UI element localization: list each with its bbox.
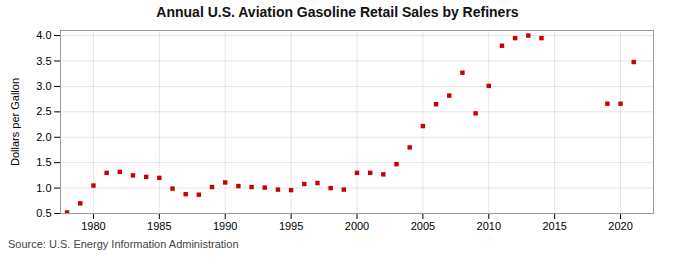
svg-text:2.5: 2.5	[36, 105, 51, 117]
html-text:Source: U.S. Energy Informatio: Source: U.S. Energy Information Administ…	[8, 238, 239, 250]
svg-text:1980: 1980	[81, 220, 105, 232]
svg-text:1.5: 1.5	[36, 156, 51, 168]
svg-text:1.0: 1.0	[36, 182, 51, 194]
svg-text:2020: 2020	[608, 220, 632, 232]
svg-text:Dollars per Gallon: Dollars per Gallon	[9, 78, 21, 166]
svg-text:2015: 2015	[542, 220, 566, 232]
svg-text:2005: 2005	[411, 220, 435, 232]
svg-text:2000: 2000	[345, 220, 369, 232]
svg-text:1995: 1995	[279, 220, 303, 232]
svg-text:1990: 1990	[213, 220, 237, 232]
svg-text:2010: 2010	[477, 220, 501, 232]
svg-text:3.0: 3.0	[36, 80, 51, 92]
svg-text:4.0: 4.0	[36, 29, 51, 41]
svg-text:3.5: 3.5	[36, 55, 51, 67]
html-text:Annual U.S. Aviation Gasoline: Annual U.S. Aviation Gasoline Retail Sal…	[156, 4, 519, 20]
svg-text:0.5: 0.5	[36, 207, 51, 219]
svg-text:2.0: 2.0	[36, 131, 51, 143]
svg-text:1985: 1985	[147, 220, 171, 232]
